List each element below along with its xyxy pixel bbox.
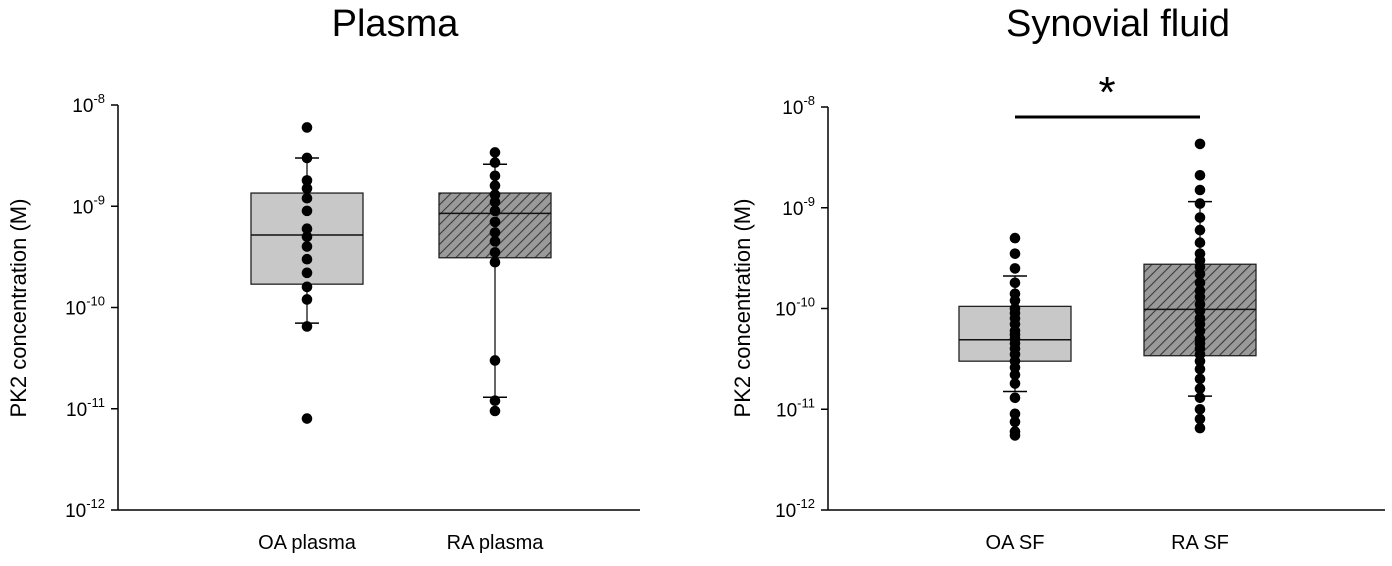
data-point [301,175,313,186]
data-point [489,247,501,258]
data-point [1194,268,1206,280]
y-tick-label: 10-12 [775,496,815,522]
data-point [1194,169,1206,181]
plot-area [250,122,552,424]
data-point [1194,212,1206,223]
data-point [301,267,313,279]
data-point [301,231,313,243]
data-point [301,281,313,293]
data-point [489,189,501,201]
data-point [301,241,313,252]
data-point [1009,248,1021,259]
y-tick-labels: 10-8 10-9 10-10 10-11 10-12 [65,91,118,522]
data-point [1194,363,1206,375]
y-tick-label: 10-8 [72,91,105,117]
data-point [1009,369,1021,381]
data-point [489,180,501,191]
chart-title: Synovial fluid [1006,3,1230,45]
data-point [301,294,313,305]
y-tick-labels: 10-8 10-9 10-10 10-11 10-12 [775,93,828,522]
data-point [489,256,501,268]
y-tick-label: 10-9 [782,194,815,220]
data-point [1009,392,1021,404]
data-point [1194,325,1206,337]
data-point [1194,392,1206,404]
data-point [1009,408,1021,420]
data-point [301,192,313,204]
category-label-oa-plasma: OA plasma [258,532,357,554]
data-point [1194,403,1206,415]
data-point [489,205,501,217]
chart-title: Plasma [332,3,460,45]
y-tick-label: 10-12 [65,496,105,522]
data-point [1194,373,1206,385]
category-label-ra-sf: RA SF [1171,532,1229,554]
data-point [489,395,501,407]
data-point [1194,413,1206,425]
category-label-oa-sf: OA SF [986,532,1045,554]
y-tick-label: 10-10 [65,294,105,320]
plot-area [958,138,1257,441]
y-tick-label: 10-11 [66,395,105,421]
y-tick-label: 10-9 [72,192,105,218]
data-point [489,355,501,366]
data-point [1194,422,1206,434]
data-point [301,183,313,194]
data-point [1194,261,1206,272]
data-point [1194,184,1206,196]
synovial-fluid-panel: Synovial fluid PK2 concentration (M) 10-… [730,3,1385,554]
data-point [301,122,313,133]
data-point [1194,224,1206,236]
data-point [1009,263,1021,274]
data-point [489,405,501,417]
data-point [1194,383,1206,394]
data-point [301,152,313,164]
data-point [489,196,501,208]
data-point [1009,430,1021,441]
data-point [1194,198,1206,209]
data-point [489,157,501,168]
data-point [1009,362,1021,373]
data-point [301,205,313,217]
data-point [489,227,501,238]
y-tick-label: 10-8 [782,93,815,119]
data-point [1009,416,1021,428]
data-point [1009,378,1021,389]
data-point [301,413,313,424]
data-point [301,321,313,332]
data-point [1194,138,1206,150]
data-point [1194,305,1206,317]
data-point [1194,291,1206,303]
data-point [1194,277,1206,289]
data-point [1194,237,1206,248]
y-tick-label: 10-11 [776,395,815,421]
data-point [489,216,501,228]
data-point [489,236,501,247]
data-point [489,147,501,158]
data-point [1009,232,1021,244]
data-point [301,223,313,235]
data-point [301,253,313,265]
y-axis-label: PK2 concentration (M) [6,199,31,418]
plasma-panel: Plasma PK2 concentration (M) 10-810-910-… [6,3,640,554]
data-point [1009,295,1021,306]
y-tick-label: 10-10 [775,295,815,321]
data-point [489,170,501,182]
category-label-ra-plasma: RA plasma [447,532,545,554]
y-axis-label: PK2 concentration (M) [730,199,755,418]
data-point [1009,277,1021,289]
significance-marker: * [1098,68,1115,117]
data-point [1194,355,1206,367]
